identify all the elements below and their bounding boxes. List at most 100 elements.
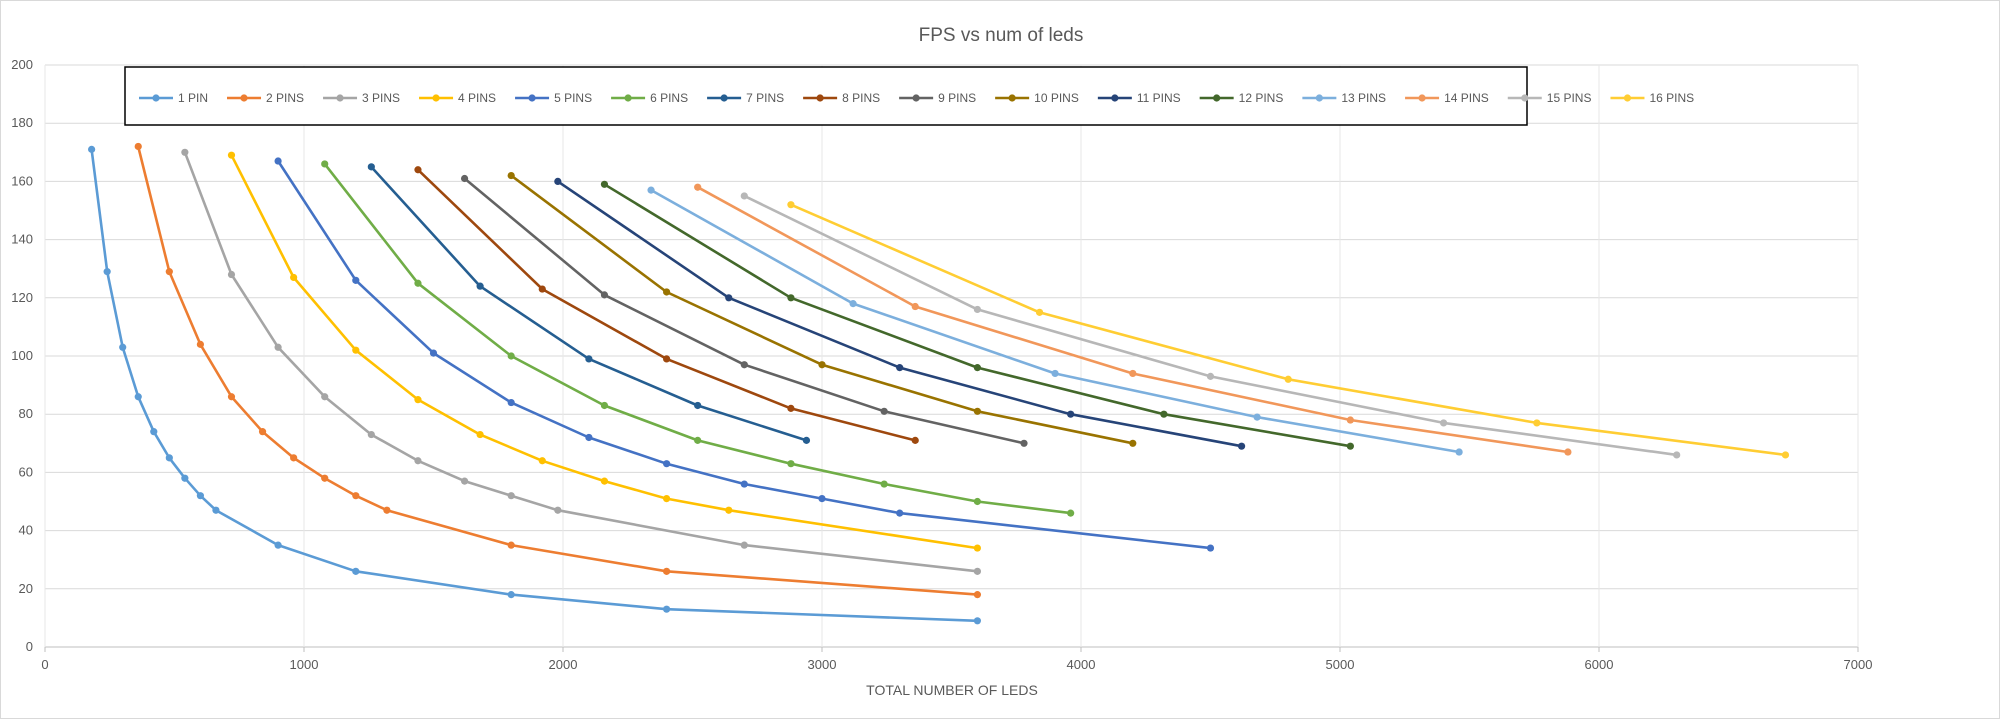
- series-12-pins: [600, 180, 1354, 450]
- data-point: [1346, 416, 1354, 424]
- data-point: [818, 494, 826, 503]
- x-tick-label: 4000: [1067, 657, 1096, 672]
- legend-item-2-pins: 2 PINS: [227, 91, 304, 105]
- x-tick-label: 1000: [290, 657, 319, 672]
- data-point: [1067, 410, 1075, 418]
- legend-label: 15 PINS: [1547, 91, 1592, 105]
- data-point: [1206, 372, 1215, 380]
- legend-item-10-pins: 10 PINS: [995, 91, 1079, 105]
- data-point: [880, 480, 888, 488]
- legend-item-1-pin: 1 PIN: [139, 91, 208, 105]
- y-tick-label: 0: [26, 639, 33, 654]
- x-tick-label: 2000: [549, 657, 578, 672]
- gridlines: [44, 64, 1859, 648]
- data-point: [181, 148, 189, 156]
- data-point: [103, 268, 111, 276]
- data-point: [119, 343, 127, 351]
- series-line-5-pins: [277, 160, 1211, 550]
- data-point: [787, 201, 795, 209]
- data-point: [896, 509, 904, 517]
- data-point: [1129, 369, 1137, 378]
- data-point: [600, 291, 609, 299]
- legend-swatch-marker: [912, 94, 920, 102]
- legend-label: 6 PINS: [650, 91, 688, 105]
- legend-swatch-marker: [624, 94, 632, 102]
- y-tick-label: 200: [11, 57, 33, 72]
- data-point: [383, 506, 391, 514]
- data-point: [538, 457, 546, 465]
- data-point: [663, 494, 671, 503]
- legend-label: 1 PIN: [178, 91, 208, 105]
- data-point: [352, 492, 360, 500]
- legend-item-13-pins: 13 PINS: [1302, 91, 1386, 105]
- data-point: [507, 591, 515, 599]
- data-point: [460, 477, 469, 485]
- series-lines: [88, 142, 1790, 625]
- legend-label: 7 PINS: [746, 91, 784, 105]
- data-point: [647, 186, 655, 194]
- data-point: [740, 361, 748, 369]
- data-point: [321, 474, 329, 482]
- legend-item-12-pins: 12 PINS: [1199, 91, 1283, 105]
- data-point: [352, 346, 360, 354]
- x-tick-label: 7000: [1844, 657, 1873, 672]
- data-point: [321, 160, 329, 168]
- legend-item-8-pins: 8 PINS: [803, 91, 880, 105]
- legend-label: 13 PINS: [1341, 91, 1386, 105]
- data-point: [227, 151, 236, 159]
- data-point: [663, 567, 671, 575]
- data-point: [585, 355, 593, 363]
- data-point: [352, 276, 360, 284]
- legend-item-9-pins: 9 PINS: [899, 91, 976, 105]
- series-10-pins: [507, 171, 1137, 447]
- x-tick-label: 3000: [808, 657, 837, 672]
- legend-swatch-marker: [1111, 94, 1119, 102]
- legend: [124, 66, 1528, 126]
- legend-swatch-marker: [1008, 94, 1016, 102]
- legend-swatch-marker: [720, 94, 728, 102]
- x-tick-label: 5000: [1326, 657, 1355, 672]
- data-point: [196, 340, 204, 348]
- data-point: [600, 477, 609, 485]
- data-point: [973, 407, 982, 415]
- data-point: [507, 171, 515, 180]
- data-point: [290, 273, 298, 282]
- legend-swatch-marker: [336, 94, 344, 102]
- data-point: [1067, 509, 1075, 517]
- data-point: [134, 393, 142, 401]
- legend-label: 14 PINS: [1444, 91, 1489, 105]
- legend-label: 5 PINS: [554, 91, 592, 105]
- data-point: [1564, 448, 1572, 456]
- data-point: [663, 460, 671, 468]
- data-point: [321, 393, 329, 401]
- data-point: [414, 166, 422, 174]
- legend-swatch-marker: [240, 94, 248, 102]
- data-point: [787, 460, 795, 468]
- legend-label: 11 PINS: [1137, 91, 1181, 105]
- data-point: [507, 541, 515, 549]
- data-point: [740, 541, 748, 549]
- data-point: [554, 506, 562, 514]
- legend-label: 9 PINS: [938, 91, 976, 105]
- data-point: [507, 352, 515, 360]
- legend-item-7-pins: 7 PINS: [707, 91, 784, 105]
- data-point: [165, 454, 173, 462]
- data-point: [1346, 442, 1354, 450]
- series-6-pins: [321, 160, 1075, 517]
- y-tick-label: 40: [19, 523, 33, 538]
- data-point: [1035, 308, 1044, 316]
- data-point: [1237, 442, 1246, 450]
- data-point: [134, 142, 142, 151]
- data-point: [227, 393, 236, 401]
- data-point: [973, 364, 982, 372]
- data-point: [725, 294, 733, 302]
- legend-label: 8 PINS: [842, 91, 880, 105]
- data-point: [663, 288, 671, 296]
- data-point: [414, 457, 422, 465]
- legend-item-3-pins: 3 PINS: [323, 91, 400, 105]
- data-point: [414, 279, 422, 287]
- series-line-8-pins: [417, 168, 916, 442]
- data-point: [787, 404, 795, 412]
- legend-swatch-marker: [1623, 94, 1632, 102]
